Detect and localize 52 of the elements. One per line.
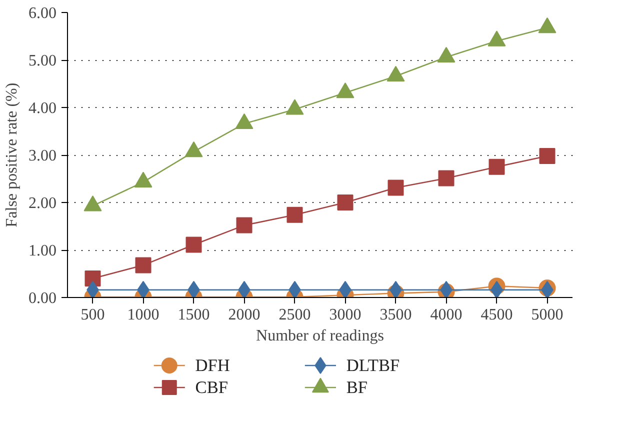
x-tick-label: 1500 — [178, 306, 210, 324]
point — [488, 30, 506, 46]
point — [437, 46, 456, 63]
point — [235, 113, 254, 130]
point — [337, 194, 354, 210]
legend-label: CBF — [195, 378, 228, 397]
y-tick-label: 1.00 — [28, 242, 56, 260]
point — [135, 257, 152, 274]
legend-label: DFH — [195, 356, 230, 375]
point — [137, 280, 150, 298]
x-axis-title: Number of readings — [256, 328, 384, 344]
point — [188, 280, 200, 298]
point — [336, 82, 354, 98]
x-tick-label: 2000 — [228, 306, 260, 324]
y-axis-title: False positive rate (%) — [4, 82, 20, 228]
point — [386, 66, 405, 82]
x-tick-label: 5000 — [531, 306, 564, 324]
point — [538, 17, 556, 34]
x-tick-label: 2500 — [278, 306, 311, 324]
x-tick-label: 4500 — [480, 306, 513, 324]
y-tick-label: 2.00 — [28, 195, 56, 212]
point — [86, 280, 99, 298]
point — [186, 236, 202, 253]
point — [236, 217, 252, 234]
legend-label: DLTBF — [346, 356, 400, 375]
point — [286, 206, 303, 223]
point — [440, 280, 452, 298]
point — [539, 148, 556, 164]
point — [84, 196, 102, 212]
point — [238, 280, 250, 298]
y-tick-label: 6.00 — [28, 5, 56, 22]
point — [288, 280, 301, 298]
point — [390, 280, 402, 298]
point — [490, 280, 503, 298]
point — [184, 141, 203, 158]
x-tick-label: 3500 — [380, 306, 412, 324]
legend-label: BF — [346, 378, 368, 397]
point — [488, 158, 505, 175]
point — [438, 170, 454, 186]
x-tick-label: 1000 — [127, 306, 160, 324]
point — [134, 172, 152, 188]
point — [339, 280, 352, 298]
y-tick-label: 4.00 — [28, 100, 56, 117]
point — [286, 99, 304, 115]
point — [84, 270, 101, 286]
y-tick-label: 3.00 — [28, 148, 56, 164]
x-tick-label: 4000 — [430, 306, 462, 324]
x-tick-label: 500 — [80, 306, 105, 324]
y-tick-label: 5.00 — [28, 52, 56, 70]
y-tick-label: 0.00 — [28, 290, 56, 307]
point — [388, 180, 404, 196]
x-tick-label: 3000 — [329, 306, 362, 324]
